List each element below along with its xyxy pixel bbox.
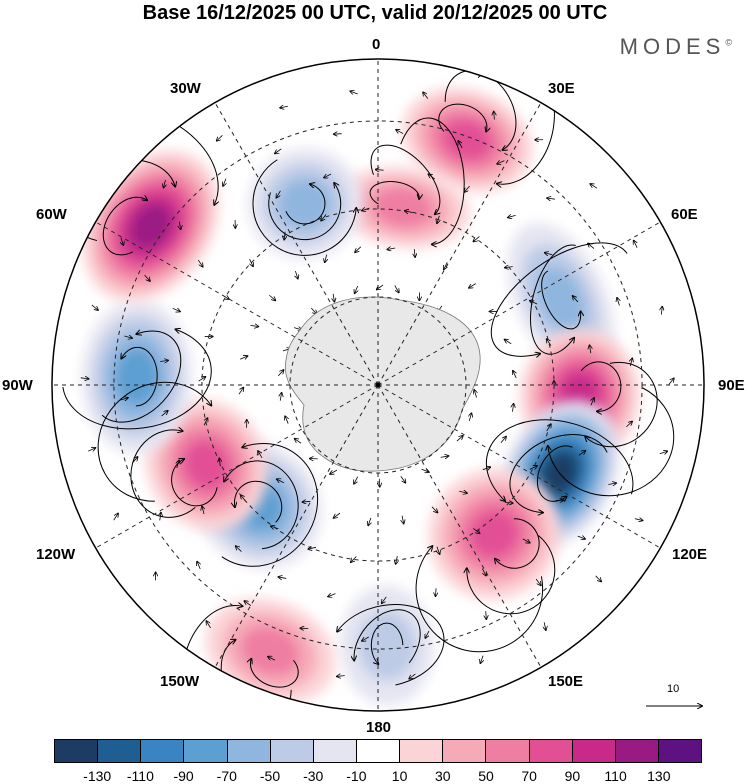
colorbar-tick-label: 70 <box>521 768 537 784</box>
lon-label-90e: 90E <box>718 377 745 394</box>
colorbar-bin-4 <box>228 740 271 762</box>
colorbar-bin-11 <box>530 740 573 762</box>
lon-label-60w: 60W <box>36 206 67 223</box>
colorbar-tick-label: -30 <box>303 768 323 784</box>
colorbar-tick-label: 130 <box>647 768 670 784</box>
colorbar-tick-label: 30 <box>435 768 451 784</box>
colorbar-bin-7 <box>357 740 400 762</box>
lon-label-120e: 120E <box>672 546 707 563</box>
colorbar-bin-5 <box>271 740 314 762</box>
lon-label-30w: 30W <box>170 80 201 97</box>
colorbar-tick-label: -90 <box>173 768 193 784</box>
colorbar-bin-6 <box>314 740 357 762</box>
colorbar-bin-10 <box>486 740 529 762</box>
wind-arrow <box>379 479 380 487</box>
south-pole-marker <box>376 383 381 388</box>
colorbar <box>54 739 702 763</box>
lon-label-60e: 60E <box>671 206 698 223</box>
colorbar-bin-2 <box>141 740 184 762</box>
colorbar-bin-14 <box>659 740 701 762</box>
lon-label-0: 0 <box>372 36 380 53</box>
colorbar-bin-12 <box>573 740 616 762</box>
colorbar-tick-label: 110 <box>604 768 626 784</box>
colorbar-bin-1 <box>98 740 141 762</box>
lon-label-90w: 90W <box>2 377 33 394</box>
colorbar-tick-label: -130 <box>83 768 111 784</box>
colorbar-tick-label: -70 <box>217 768 237 784</box>
colorbar-bin-9 <box>443 740 486 762</box>
reference-vector-label: 10 <box>667 683 679 695</box>
colorbar-tick-label: -110 <box>127 768 154 784</box>
colorbar-tick-label: 90 <box>565 768 581 784</box>
colorbar-tick-label: 50 <box>478 768 494 784</box>
colorbar-bin-0 <box>55 740 98 762</box>
colorbar-tick-label: -10 <box>346 768 366 784</box>
colorbar-tick-label: -50 <box>260 768 280 784</box>
lon-label-30e: 30E <box>548 80 575 97</box>
lon-label-150w: 150W <box>160 673 199 690</box>
lon-label-180: 180 <box>366 719 391 736</box>
colorbar-tick-label: 10 <box>392 768 408 784</box>
colorbar-bin-13 <box>616 740 659 762</box>
colorbar-bin-3 <box>184 740 227 762</box>
lon-label-120w: 120W <box>36 546 75 563</box>
lon-label-150e: 150E <box>548 673 583 690</box>
wind-arrow <box>436 588 437 596</box>
colorbar-bin-8 <box>400 740 443 762</box>
